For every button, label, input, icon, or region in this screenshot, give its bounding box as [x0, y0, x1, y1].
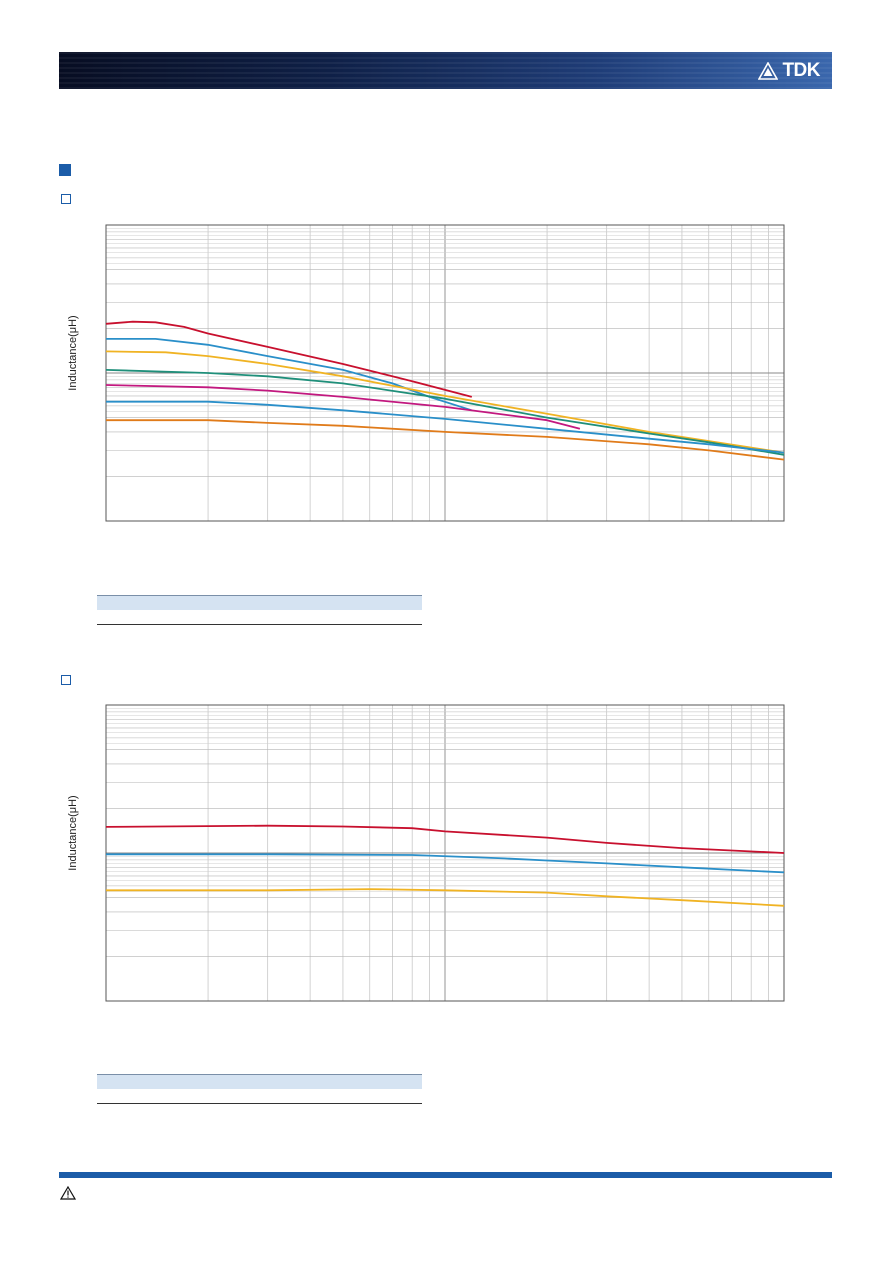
header-band: TDK	[59, 52, 832, 89]
spec-table-header	[97, 1074, 422, 1089]
chart-2: Inductance(μH)	[67, 704, 785, 1002]
tdk-triangle-logo-icon	[758, 62, 779, 80]
grid-lines	[105, 225, 784, 522]
series-line-6	[106, 400, 785, 454]
spec-table-1	[97, 595, 422, 625]
spec-table-row	[97, 610, 422, 625]
spec-table-header	[97, 595, 422, 610]
series-line-2	[106, 853, 785, 874]
spec-table-2	[97, 1074, 422, 1104]
series-line-1	[105, 320, 473, 398]
warning-triangle-icon	[60, 1186, 76, 1200]
y-axis-label: Inductance(μH)	[67, 315, 79, 390]
filled-square-icon	[59, 164, 71, 176]
footer-bar	[59, 1172, 832, 1178]
y-axis-label: Inductance(μH)	[67, 795, 79, 870]
spec-table-row	[97, 1089, 422, 1104]
grid-lines	[105, 705, 784, 1002]
tdk-logo: TDK	[758, 60, 820, 82]
outline-square-icon	[61, 194, 71, 204]
brand-name: TDK	[782, 60, 820, 81]
chart-1: Inductance(μH)	[67, 224, 785, 522]
series-line-5	[105, 384, 581, 430]
outline-square-icon	[61, 675, 71, 685]
series-line-7	[106, 419, 785, 461]
series-line-3	[105, 350, 785, 454]
plot-frame	[105, 224, 785, 522]
series-line-4	[105, 369, 785, 456]
series-line-2	[106, 338, 473, 412]
series-line-3	[106, 888, 785, 907]
series-line-1	[105, 824, 785, 854]
